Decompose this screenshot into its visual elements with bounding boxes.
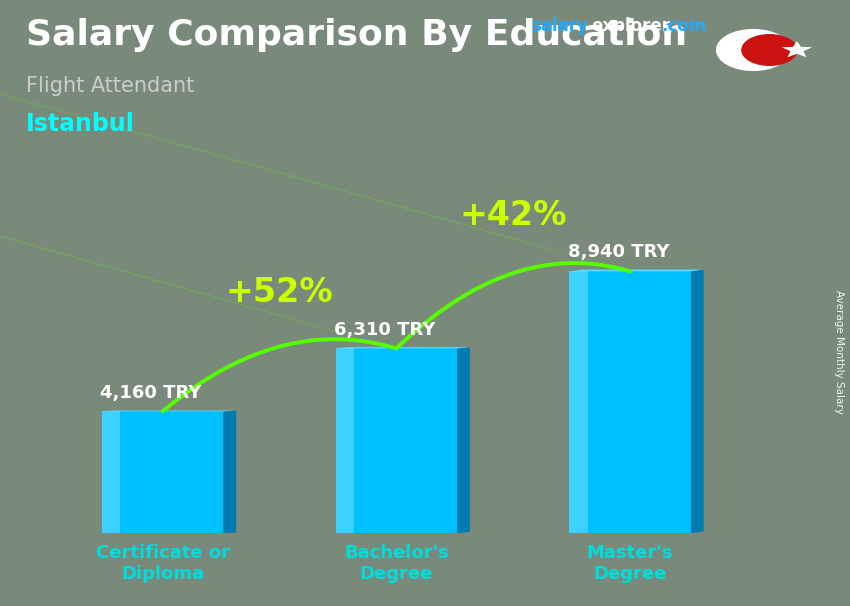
Text: 4,160 TRY: 4,160 TRY [100,384,201,402]
Text: 8,940 TRY: 8,940 TRY [568,243,669,261]
Polygon shape [224,410,236,533]
Polygon shape [336,348,457,533]
Circle shape [717,30,790,70]
Polygon shape [336,347,470,348]
Text: Flight Attendant: Flight Attendant [26,76,194,96]
Polygon shape [336,348,354,533]
Text: explorer: explorer [591,17,670,35]
Polygon shape [102,411,224,533]
Text: Average Monthly Salary: Average Monthly Salary [834,290,844,413]
Text: 6,310 TRY: 6,310 TRY [334,321,435,339]
Polygon shape [570,271,587,533]
Text: .com: .com [661,17,706,35]
Circle shape [742,35,797,65]
Polygon shape [570,271,691,533]
Text: Istanbul: Istanbul [26,112,134,136]
Polygon shape [457,347,470,533]
Text: Salary Comparison By Education: Salary Comparison By Education [26,18,687,52]
Polygon shape [570,270,704,271]
Polygon shape [102,411,120,533]
Polygon shape [782,41,813,57]
Text: +52%: +52% [225,276,333,309]
Text: salary: salary [531,17,588,35]
Polygon shape [102,410,236,411]
Polygon shape [691,270,704,533]
Text: +42%: +42% [460,199,567,232]
